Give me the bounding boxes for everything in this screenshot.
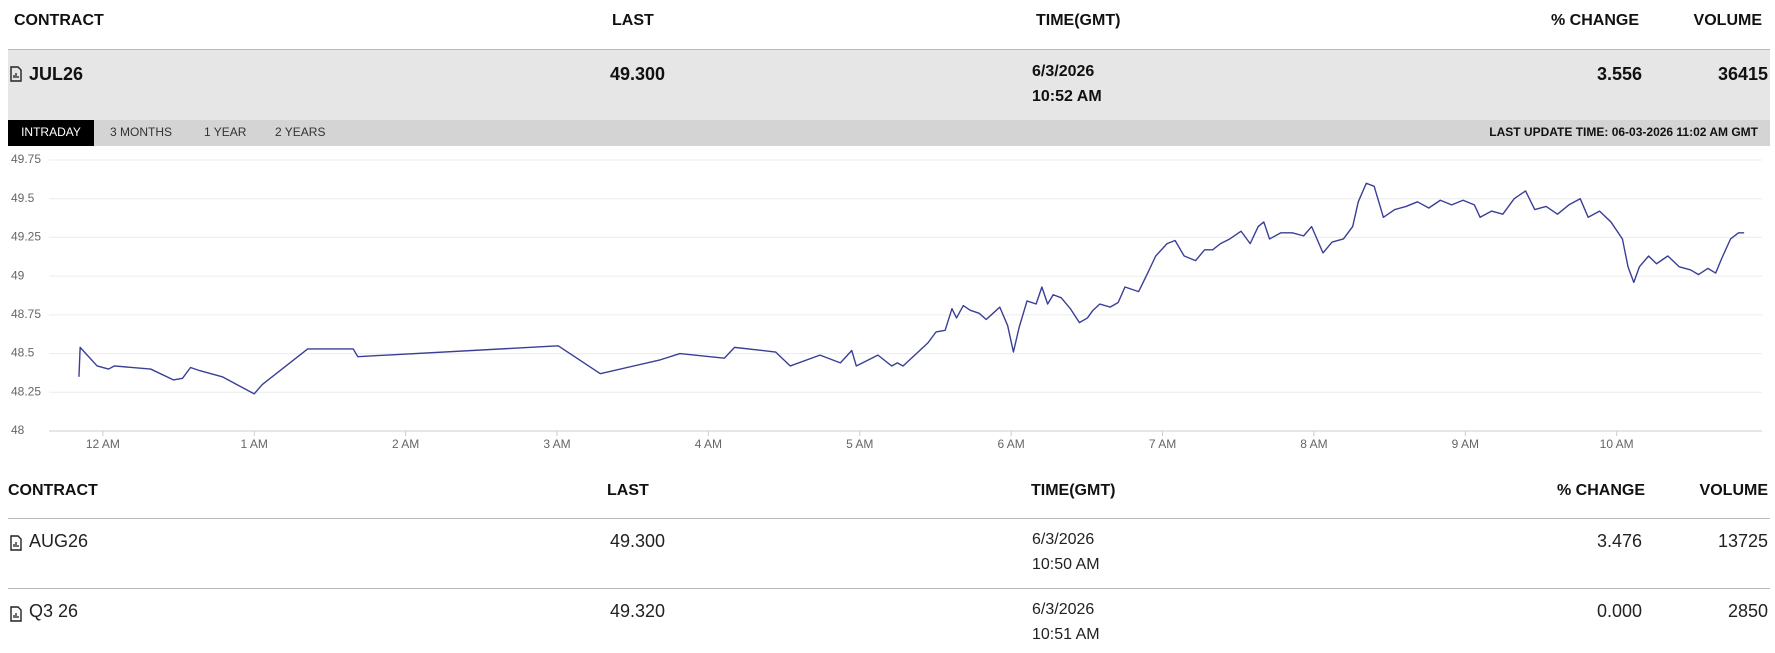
x-tick-label: 3 AM <box>543 437 570 451</box>
time: 10:51 AM <box>1032 626 1100 643</box>
col-header: TIME(GMT) <box>1031 482 1115 499</box>
y-tick-label: 49.5 <box>11 191 35 205</box>
time: 10:52 AM <box>1032 88 1102 105</box>
col-header: LAST <box>607 482 649 499</box>
col-header: CONTRACT <box>14 12 104 29</box>
change: 3.476 <box>1597 531 1642 551</box>
x-tick-label: 8 AM <box>1300 437 1327 451</box>
col-header: VOLUME <box>1694 12 1763 29</box>
x-tick-label: 2 AM <box>392 437 419 451</box>
volume: 13725 <box>1718 531 1768 551</box>
col-header: LAST <box>612 12 654 29</box>
y-tick-label: 49.25 <box>11 230 41 244</box>
x-tick-label: 7 AM <box>1149 437 1176 451</box>
y-tick-label: 49 <box>11 268 25 282</box>
y-tick-label: 48 <box>11 423 25 437</box>
y-tick-label: 49.75 <box>11 152 41 166</box>
date: 6/3/2026 <box>1032 531 1094 548</box>
col-header: TIME(GMT) <box>1036 12 1120 29</box>
y-tick-label: 48.5 <box>11 346 35 360</box>
last: 49.300 <box>610 531 665 551</box>
tab-bar <box>8 120 1770 146</box>
tab[interactable]: 2 YEARS <box>275 125 325 139</box>
y-tick-label: 48.75 <box>11 307 41 321</box>
col-header: VOLUME <box>1700 482 1769 499</box>
x-tick-label: 5 AM <box>846 437 873 451</box>
x-tick-label: 12 AM <box>86 437 120 451</box>
x-tick-label: 4 AM <box>695 437 722 451</box>
x-tick-label: 9 AM <box>1452 437 1479 451</box>
chart: 48 48.25 48.5 48.75 49 49.25 49.5 49.75 12 AM 1 A… <box>11 152 1762 451</box>
col-header: % CHANGE <box>1551 12 1639 29</box>
tab[interactable]: INTRADAY <box>21 125 81 139</box>
contract[interactable]: AUG26 <box>29 531 88 551</box>
contract[interactable]: Q3 26 <box>29 601 78 621</box>
price-line <box>78 182 1745 395</box>
x-tick-label: 6 AM <box>997 437 1024 451</box>
active-tab[interactable] <box>8 120 94 146</box>
x-tick-label: 10 AM <box>1600 437 1634 451</box>
y-tick-label: 48.25 <box>11 384 41 398</box>
date: 6/3/2026 <box>1032 63 1094 80</box>
time: 10:50 AM <box>1032 556 1100 573</box>
doc-icon[interactable] <box>10 606 22 622</box>
volume: 36415 <box>1718 64 1768 84</box>
x-tick-label: 1 AM <box>241 437 268 451</box>
date: 6/3/2026 <box>1032 601 1094 618</box>
change: 0.000 <box>1597 601 1642 621</box>
last-update: LAST UPDATE TIME: 06-03-2026 11:02 AM GM… <box>1489 125 1758 139</box>
col-header: % CHANGE <box>1557 482 1645 499</box>
contract[interactable]: JUL26 <box>29 64 83 84</box>
last: 49.320 <box>610 601 665 621</box>
tab[interactable]: 1 YEAR <box>204 125 247 139</box>
main-row-bg <box>8 49 1770 120</box>
last: 49.300 <box>610 64 665 84</box>
tab[interactable]: 3 MONTHS <box>110 125 172 139</box>
col-header: CONTRACT <box>8 482 98 499</box>
change: 3.556 <box>1597 64 1642 84</box>
doc-icon[interactable] <box>10 535 22 551</box>
volume: 2850 <box>1728 601 1768 621</box>
